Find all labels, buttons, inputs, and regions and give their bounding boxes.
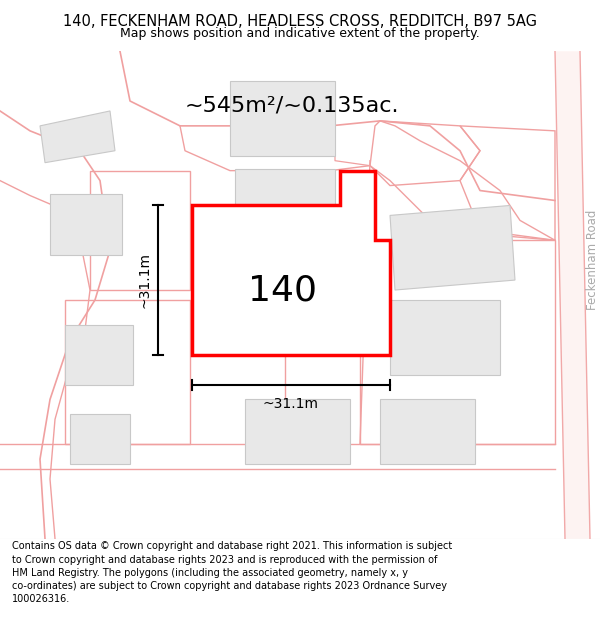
- Text: ~545m²/~0.135ac.: ~545m²/~0.135ac.: [185, 96, 400, 116]
- Bar: [390, 300, 500, 374]
- Text: Map shows position and indicative extent of the property.: Map shows position and indicative extent…: [120, 27, 480, 40]
- Polygon shape: [390, 206, 515, 290]
- Polygon shape: [40, 111, 115, 162]
- Bar: [65, 325, 133, 384]
- Text: Contains OS data © Crown copyright and database right 2021. This information is : Contains OS data © Crown copyright and d…: [12, 541, 452, 604]
- Bar: [240, 238, 355, 325]
- Bar: [50, 194, 122, 255]
- Text: Feckenham Road: Feckenham Road: [586, 210, 599, 311]
- Text: 140, FECKENHAM ROAD, HEADLESS CROSS, REDDITCH, B97 5AG: 140, FECKENHAM ROAD, HEADLESS CROSS, RED…: [63, 14, 537, 29]
- Bar: [70, 414, 130, 464]
- Bar: [235, 169, 335, 240]
- Polygon shape: [555, 51, 590, 539]
- Polygon shape: [192, 171, 390, 355]
- Text: ~31.1m: ~31.1m: [137, 252, 151, 308]
- Bar: [230, 81, 335, 156]
- Bar: [380, 399, 475, 464]
- Text: ~31.1m: ~31.1m: [263, 398, 319, 411]
- Bar: [245, 399, 350, 464]
- Text: 140: 140: [248, 273, 317, 307]
